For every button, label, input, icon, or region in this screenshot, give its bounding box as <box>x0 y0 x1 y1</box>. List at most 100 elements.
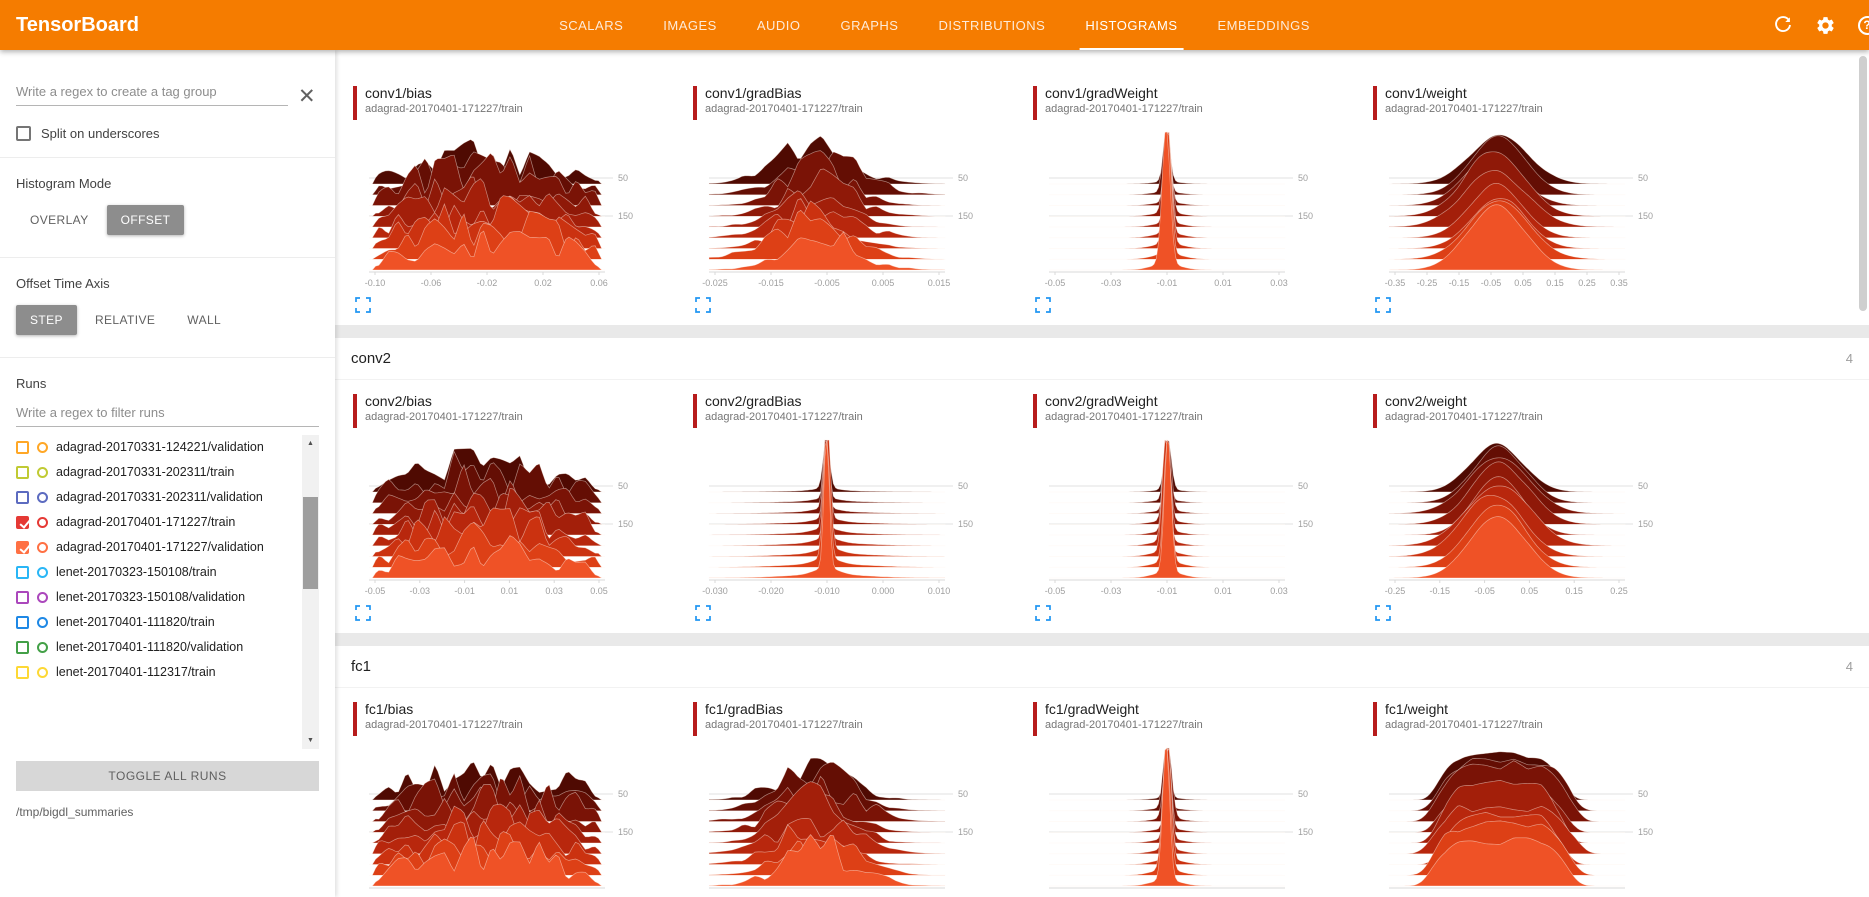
expand-icon[interactable] <box>695 605 713 623</box>
relative-button[interactable]: RELATIVE <box>81 305 169 335</box>
run-checkbox[interactable] <box>16 466 29 479</box>
tab-audio[interactable]: AUDIO <box>756 17 801 33</box>
run-color-circle[interactable] <box>37 442 48 453</box>
histogram-chart[interactable]: 50 150 <box>353 738 653 897</box>
run-checkbox[interactable] <box>16 566 29 579</box>
histogram-chart[interactable]: 50 150 -0.35 -0.25 -0.15 -0.05 0.05 0.15 0.25 0.3… <box>1373 122 1673 294</box>
scroll-down-icon[interactable]: ▼ <box>307 737 314 744</box>
run-color-circle[interactable] <box>37 492 48 503</box>
histogram-chart[interactable]: 50 150 -0.05 -0.03 -0.01 0.01 0.03 0.05 <box>353 430 653 602</box>
expand-icon[interactable] <box>1035 297 1053 315</box>
offset-time-axis-section: Offset Time Axis STEP RELATIVE WALL <box>0 258 335 358</box>
run-label: lenet-20170401-111820/train <box>56 615 215 629</box>
runs-scrollbar[interactable]: ▲ ▼ <box>302 435 319 749</box>
section-title: conv2 <box>351 350 392 367</box>
split-checkbox[interactable] <box>16 126 31 141</box>
split-underscores-row[interactable]: Split on underscores <box>0 112 335 158</box>
histogram-chart[interactable]: 50 150 <box>1373 738 1673 897</box>
run-color-bar <box>1373 86 1377 120</box>
expand-icon[interactable] <box>695 297 713 315</box>
run-color-bar <box>1373 394 1377 428</box>
main-scrollbar[interactable] <box>1859 56 1867 311</box>
run-item[interactable]: lenet-20170401-111820/validation <box>16 635 289 660</box>
run-label: adagrad-20170401-171227/train <box>56 515 236 529</box>
expand-icon[interactable] <box>1375 297 1393 315</box>
svg-text:0.25: 0.25 <box>1610 586 1628 596</box>
run-checkbox[interactable] <box>16 516 29 529</box>
section-header-conv2[interactable]: conv2 4 <box>335 338 1869 380</box>
section-header-fc1[interactable]: fc1 4 <box>335 646 1869 688</box>
scroll-up-icon[interactable]: ▲ <box>307 440 314 447</box>
histogram-chart[interactable]: 50 150 -0.25 -0.15 -0.05 0.05 0.15 0.25 <box>1373 430 1673 602</box>
run-checkbox[interactable] <box>16 591 29 604</box>
svg-text:150: 150 <box>1638 211 1653 221</box>
svg-text:-0.025: -0.025 <box>702 278 728 288</box>
expand-icon[interactable] <box>355 297 373 315</box>
run-checkbox[interactable] <box>16 541 29 554</box>
tab-embeddings[interactable]: EMBEDDINGS <box>1217 17 1310 33</box>
svg-text:-0.05: -0.05 <box>1045 278 1066 288</box>
help-icon[interactable]: ? <box>1856 14 1869 36</box>
run-item[interactable]: adagrad-20170331-202311/train <box>16 460 289 485</box>
run-color-circle[interactable] <box>37 667 48 678</box>
run-item[interactable]: adagrad-20170401-171227/validation <box>16 535 289 560</box>
tag-regex-input[interactable] <box>16 80 288 106</box>
toggle-all-runs-button[interactable]: TOGGLE ALL RUNS <box>16 761 319 791</box>
run-checkbox[interactable] <box>16 616 29 629</box>
section-conv2: conv2 4 conv2/bias adagrad-20170401-1712… <box>335 338 1869 633</box>
expand-icon[interactable] <box>1035 605 1053 623</box>
run-item[interactable]: adagrad-20170401-171227/train <box>16 510 289 535</box>
run-item[interactable]: lenet-20170323-150108/train <box>16 560 289 585</box>
wall-button[interactable]: WALL <box>173 305 235 335</box>
offset-button[interactable]: OFFSET <box>106 205 185 235</box>
run-item[interactable]: lenet-20170401-112317/train <box>16 660 289 685</box>
run-color-bar <box>1033 702 1037 736</box>
run-checkbox[interactable] <box>16 666 29 679</box>
svg-text:-0.05: -0.05 <box>365 586 386 596</box>
svg-text:-0.35: -0.35 <box>1385 278 1406 288</box>
histogram-chart[interactable]: 50 150 <box>1033 738 1333 897</box>
tab-scalars[interactable]: SCALARS <box>559 17 624 33</box>
step-button[interactable]: STEP <box>16 305 77 335</box>
svg-text:150: 150 <box>958 211 973 221</box>
run-color-circle[interactable] <box>37 617 48 628</box>
histogram-chart[interactable]: 50 150 <box>693 738 993 897</box>
run-color-circle[interactable] <box>37 517 48 528</box>
run-color-circle[interactable] <box>37 592 48 603</box>
runs-filter-input[interactable] <box>16 401 319 427</box>
run-checkbox[interactable] <box>16 641 29 654</box>
refresh-icon[interactable] <box>1772 14 1794 36</box>
card-title: fc1/gradWeight <box>1045 701 1139 717</box>
run-item[interactable]: lenet-20170401-111820/train <box>16 610 289 635</box>
run-color-circle[interactable] <box>37 542 48 553</box>
run-color-bar <box>353 394 357 428</box>
run-label: lenet-20170401-111820/validation <box>56 640 244 654</box>
histogram-chart[interactable]: 50 150 -0.025 -0.015 -0.005 0.005 0.015 <box>693 122 993 294</box>
tab-distributions[interactable]: DISTRIBUTIONS <box>938 17 1046 33</box>
close-icon[interactable]: ✕ <box>298 85 316 108</box>
histogram-card: conv1/weight adagrad-20170401-171227/tra… <box>1365 78 1685 315</box>
runs-label: Runs <box>16 376 47 391</box>
tab-histograms[interactable]: HISTOGRAMS <box>1065 0 1197 50</box>
runs-scrollbar-thumb[interactable] <box>303 497 318 589</box>
card-title: conv2/gradBias <box>705 393 802 409</box>
overlay-button[interactable]: OVERLAY <box>16 205 103 235</box>
run-checkbox[interactable] <box>16 491 29 504</box>
run-item[interactable]: adagrad-20170331-124221/validation <box>16 435 289 460</box>
expand-icon[interactable] <box>355 605 373 623</box>
histogram-chart[interactable]: 50 150 -0.05 -0.03 -0.01 0.01 0.03 <box>1033 430 1333 602</box>
histogram-chart[interactable]: 50 150 -0.030 -0.020 -0.010 0.000 0.010 <box>693 430 993 602</box>
run-color-circle[interactable] <box>37 567 48 578</box>
run-checkbox[interactable] <box>16 441 29 454</box>
tab-graphs[interactable]: GRAPHS <box>840 17 899 33</box>
run-item[interactable]: lenet-20170323-150108/validation <box>16 585 289 610</box>
histogram-chart[interactable]: 50 150 -0.10 -0.06 -0.02 0.02 0.06 <box>353 122 653 294</box>
run-item[interactable]: adagrad-20170331-202311/validation <box>16 485 289 510</box>
svg-text:-0.05: -0.05 <box>1045 586 1066 596</box>
gear-icon[interactable] <box>1814 14 1836 36</box>
histogram-chart[interactable]: 50 150 -0.05 -0.03 -0.01 0.01 0.03 <box>1033 122 1333 294</box>
run-color-circle[interactable] <box>37 642 48 653</box>
expand-icon[interactable] <box>1375 605 1393 623</box>
tab-images[interactable]: IMAGES <box>663 17 717 33</box>
run-color-circle[interactable] <box>37 467 48 478</box>
